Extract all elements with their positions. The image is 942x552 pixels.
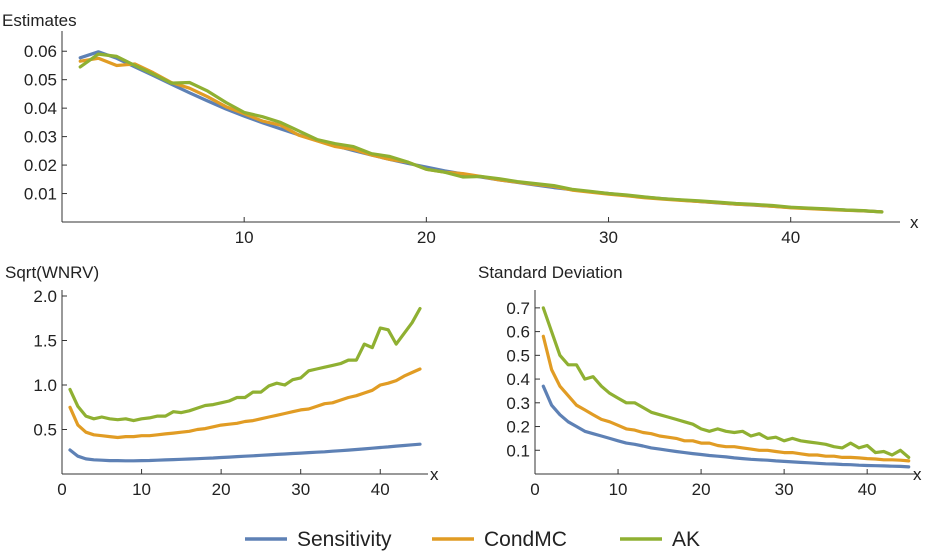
estimates-series-condmc	[78, 56, 884, 214]
stddev-y-tick-label: 0.5	[506, 346, 530, 365]
estimates-y-tick-label: 0.06	[24, 42, 57, 61]
estimates-series-sensitivity	[78, 50, 884, 214]
wnrv-x-tick-label: 0	[57, 480, 66, 499]
estimates-x-axis-label: x	[910, 213, 919, 232]
wnrv-y-tick-label: 1.0	[33, 376, 57, 395]
stddev-x-tick-label: 40	[858, 480, 877, 499]
stddev-series-sensitivity	[541, 384, 911, 469]
estimates-x-tick-label: 20	[417, 228, 436, 247]
stddev-y-tick-label: 0.1	[506, 441, 530, 460]
stddev-x-tick-label: 0	[530, 480, 539, 499]
wnrv-x-tick-label: 40	[371, 480, 390, 499]
stddev-y-tick-label: 0.4	[506, 370, 530, 389]
stddev-series-ak	[541, 306, 911, 459]
standard-deviation-panel: Standard Deviation 0.1 0.2 0.3 0.4 0.5 0.6 0.7 0…	[478, 263, 922, 499]
estimates-title: Estimates	[2, 11, 77, 30]
estimates-y-tick-label: 0.03	[24, 128, 57, 147]
wnrv-x-axis-label: x	[430, 465, 439, 484]
wnrv-y-tick-label: 0.5	[33, 421, 57, 440]
wnrv-x-tick-label: 10	[132, 480, 151, 499]
estimates-x-tick-label: 30	[599, 228, 618, 247]
stddev-x-axis-label: x	[913, 465, 922, 484]
stddev-title: Standard Deviation	[478, 263, 623, 282]
wnrv-series-sensitivity	[68, 442, 422, 463]
stddev-x-tick-label: 10	[609, 480, 628, 499]
wnrv-y-tick-label: 1.5	[33, 332, 57, 351]
stddev-y-tick-label: 0.3	[506, 394, 530, 413]
stddev-y-tick-label: 0.6	[506, 323, 530, 342]
estimates-y-tick-label: 0.02	[24, 156, 57, 175]
stddev-series-condmc	[541, 334, 911, 463]
sqrt-wnrv-panel: Sqrt(WNRV) 0.5 1.0 1.5 2.0 0 10 20 30 40 x	[5, 263, 439, 499]
stddev-x-tick-label: 30	[775, 480, 794, 499]
wnrv-y-tick-label: 2.0	[33, 287, 57, 306]
estimates-series-ak	[78, 52, 884, 214]
wnrv-x-tick-label: 30	[291, 480, 310, 499]
wnrv-series-condmc	[68, 367, 422, 440]
stddev-y-tick-label: 0.2	[506, 418, 530, 437]
estimates-y-tick-label: 0.04	[24, 99, 57, 118]
legend-label-ak: AK	[672, 528, 700, 551]
estimates-y-tick-label: 0.01	[24, 185, 57, 204]
estimates-x-tick-label: 10	[235, 228, 254, 247]
stddev-y-tick-label: 0.7	[506, 299, 530, 318]
legend: Sensitivity CondMC AK	[245, 528, 700, 551]
wnrv-series-ak	[68, 306, 422, 423]
wnrv-x-tick-label: 20	[212, 480, 231, 499]
legend-label-sensitivity: Sensitivity	[297, 528, 392, 551]
stddev-x-tick-label: 20	[692, 480, 711, 499]
estimates-panel: Estimates 0.01 0.02 0.03 0.04 0.05 0.06 10 20 30 4…	[2, 11, 919, 247]
legend-label-condmc: CondMC	[484, 528, 567, 551]
wnrv-title: Sqrt(WNRV)	[5, 263, 99, 282]
estimates-x-tick-label: 40	[781, 228, 800, 247]
estimates-y-tick-label: 0.05	[24, 71, 57, 90]
